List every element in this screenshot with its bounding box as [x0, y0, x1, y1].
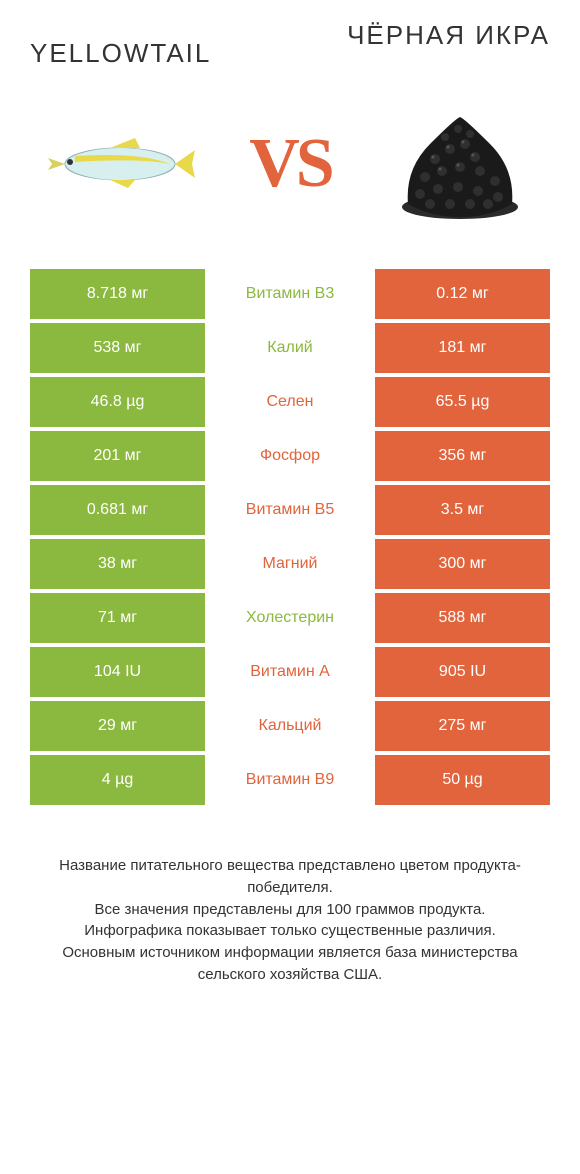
nutrient-label: Витамин B9 — [205, 755, 375, 805]
left-value: 104 IU — [30, 647, 205, 697]
footer-notes: Название питательного вещества представл… — [30, 855, 550, 986]
footer-line: Название питательного вещества представл… — [40, 855, 540, 899]
right-value: 275 мг — [375, 701, 550, 751]
vs-label: VS — [249, 124, 330, 204]
nutrient-label: Витамин B5 — [205, 485, 375, 535]
left-value: 8.718 мг — [30, 269, 205, 319]
table-row: 38 мгМагний300 мг — [30, 539, 550, 589]
left-value: 4 µg — [30, 755, 205, 805]
table-row: 8.718 мгВитамин B30.12 мг — [30, 269, 550, 319]
nutrient-label: Кальций — [205, 701, 375, 751]
nutrient-label: Витамин A — [205, 647, 375, 697]
nutrient-label: Магний — [205, 539, 375, 589]
footer-line: Инфографика показывает только существенн… — [40, 920, 540, 942]
right-value: 0.12 мг — [375, 269, 550, 319]
right-value: 181 мг — [375, 323, 550, 373]
nutrient-label: Фосфор — [205, 431, 375, 481]
right-value: 300 мг — [375, 539, 550, 589]
image-row: VS — [30, 99, 550, 229]
table-row: 104 IUВитамин A905 IU — [30, 647, 550, 697]
footer-line: Все значения представлены для 100 граммо… — [40, 899, 540, 921]
left-value: 0.681 мг — [30, 485, 205, 535]
table-row: 46.8 µgСелен65.5 µg — [30, 377, 550, 427]
nutrient-label: Калий — [205, 323, 375, 373]
left-value: 201 мг — [30, 431, 205, 481]
nutrient-label: Холестерин — [205, 593, 375, 643]
right-value: 65.5 µg — [375, 377, 550, 427]
right-value: 905 IU — [375, 647, 550, 697]
right-value: 3.5 мг — [375, 485, 550, 535]
table-row: 0.681 мгВитамин B53.5 мг — [30, 485, 550, 535]
left-value: 538 мг — [30, 323, 205, 373]
left-value: 38 мг — [30, 539, 205, 589]
table-row: 29 мгКальций275 мг — [30, 701, 550, 751]
caviar-image — [380, 99, 540, 229]
table-row: 538 мгКалий181 мг — [30, 323, 550, 373]
comparison-table: 8.718 мгВитамин B30.12 мг538 мгКалий181 … — [30, 269, 550, 805]
nutrient-label: Витамин B3 — [205, 269, 375, 319]
table-row: 201 мгФосфор356 мг — [30, 431, 550, 481]
table-row: 4 µgВитамин B950 µg — [30, 755, 550, 805]
nutrient-label: Селен — [205, 377, 375, 427]
right-value: 50 µg — [375, 755, 550, 805]
footer-line: Основным источником информации является … — [40, 942, 540, 986]
right-value: 356 мг — [375, 431, 550, 481]
left-value: 29 мг — [30, 701, 205, 751]
table-row: 71 мгХолестерин588 мг — [30, 593, 550, 643]
header: YELLOWTAIL ЧЁРНАЯ ИКРА — [30, 20, 550, 69]
title-right: ЧЁРНАЯ ИКРА — [290, 20, 550, 51]
yellowtail-image — [40, 99, 200, 229]
right-value: 588 мг — [375, 593, 550, 643]
left-value: 46.8 µg — [30, 377, 205, 427]
left-value: 71 мг — [30, 593, 205, 643]
title-left: YELLOWTAIL — [30, 20, 290, 69]
